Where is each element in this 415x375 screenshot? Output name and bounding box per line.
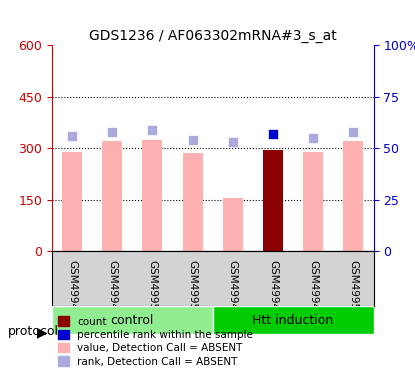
- Text: control: control: [110, 314, 154, 327]
- Point: [189, 137, 196, 143]
- Text: GSM49946: GSM49946: [67, 260, 77, 316]
- Text: GSM49948: GSM49948: [107, 260, 117, 316]
- Bar: [343, 141, 364, 251]
- Point: [350, 129, 357, 135]
- Text: Htt induction: Htt induction: [252, 314, 334, 327]
- Text: GSM49951: GSM49951: [349, 260, 359, 316]
- Bar: [263, 150, 283, 251]
- FancyBboxPatch shape: [213, 306, 374, 334]
- Bar: [62, 152, 82, 251]
- Text: ▶: ▶: [37, 325, 48, 339]
- Point: [270, 131, 276, 137]
- Text: GSM49949: GSM49949: [308, 260, 318, 316]
- Text: GSM49952: GSM49952: [188, 260, 198, 316]
- Bar: [223, 198, 243, 251]
- Bar: [142, 140, 162, 251]
- Point: [68, 133, 75, 139]
- Text: GSM49950: GSM49950: [147, 260, 157, 316]
- Text: GSM49945: GSM49945: [228, 260, 238, 316]
- FancyBboxPatch shape: [52, 306, 213, 334]
- Text: GSM49947: GSM49947: [268, 260, 278, 316]
- Title: GDS1236 / AF063302mRNA#3_s_at: GDS1236 / AF063302mRNA#3_s_at: [89, 28, 337, 43]
- Point: [229, 139, 236, 145]
- Point: [310, 135, 317, 141]
- Legend: count, percentile rank within the sample, value, Detection Call = ABSENT, rank, : count, percentile rank within the sample…: [55, 313, 256, 370]
- Text: protocol: protocol: [8, 326, 59, 338]
- Point: [149, 127, 156, 133]
- Bar: [102, 141, 122, 251]
- Point: [109, 129, 115, 135]
- Bar: [183, 153, 203, 251]
- Bar: [303, 152, 323, 251]
